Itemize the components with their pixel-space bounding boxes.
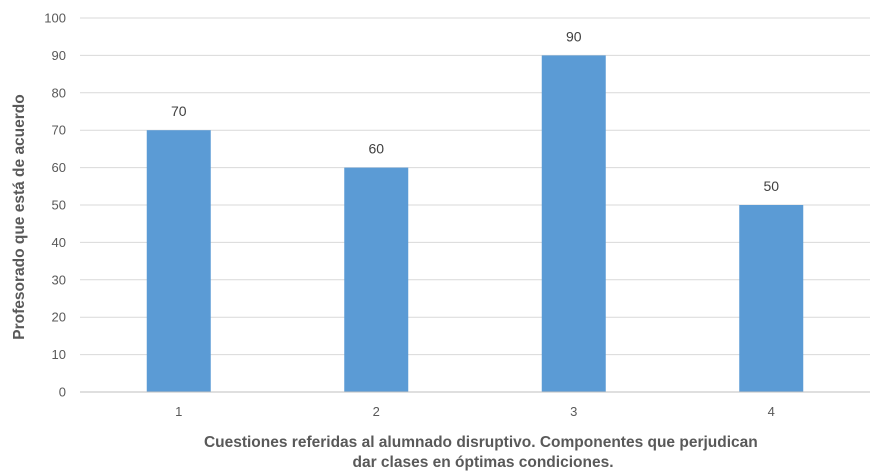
y-tick-label: 0 xyxy=(59,385,66,400)
y-tick-label: 20 xyxy=(52,310,66,325)
y-tick-label: 40 xyxy=(52,235,66,250)
x-axis-title-line-2: dar clases en óptimas condiciones. xyxy=(352,454,613,471)
x-tick-label: 1 xyxy=(175,404,182,419)
x-tick-label: 4 xyxy=(768,404,775,419)
x-axis-title: Cuestiones referidas al alumnado disrupt… xyxy=(204,434,762,471)
y-tick-label: 90 xyxy=(52,48,66,63)
data-label: 60 xyxy=(368,141,384,157)
data-label: 90 xyxy=(566,28,582,44)
y-tick-label: 80 xyxy=(52,85,66,100)
x-axis-ticks: 1 2 3 4 xyxy=(175,404,775,419)
bars xyxy=(146,55,804,393)
y-tick-label: 30 xyxy=(52,272,66,287)
y-tick-label: 60 xyxy=(52,160,66,175)
bar xyxy=(541,55,606,393)
y-tick-label: 100 xyxy=(44,11,66,26)
bar xyxy=(739,205,804,392)
y-tick-label: 10 xyxy=(52,347,66,362)
data-label: 70 xyxy=(171,103,187,119)
x-axis-title-line-1: Cuestiones referidas al alumnado disrupt… xyxy=(204,434,758,451)
gridlines xyxy=(80,17,870,356)
y-tick-label: 70 xyxy=(52,123,66,138)
y-axis-title: Profesorado que está de acuerdo xyxy=(11,94,28,340)
y-axis-ticks: 0 10 20 30 40 50 60 70 80 90 100 xyxy=(44,11,66,400)
bar xyxy=(344,167,409,392)
y-tick-label: 50 xyxy=(52,198,66,213)
x-tick-label: 3 xyxy=(570,404,577,419)
data-labels: 70 60 90 50 xyxy=(171,28,779,194)
data-label: 50 xyxy=(763,178,779,194)
bar xyxy=(146,130,211,392)
x-tick-label: 2 xyxy=(373,404,380,419)
